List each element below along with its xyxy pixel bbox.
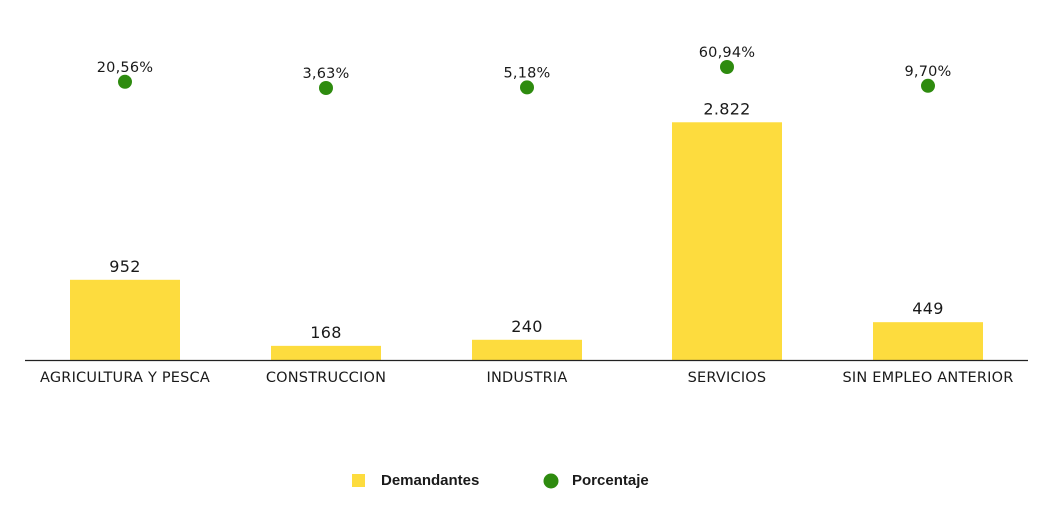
bar-series [70,122,983,360]
bar-value-label: 2.822 [703,99,750,118]
percentage-point [921,78,935,93]
x-tick-label: CONSTRUCCION [266,370,386,386]
legend-swatch-demandantes [352,474,365,487]
percentage-value-label: 9,70% [904,64,951,80]
bar [672,122,782,360]
percentage-point [520,80,534,95]
percentage-value-label: 20,56% [97,60,154,76]
legend-label-porcentaje: Porcentaje [572,472,649,489]
bar [472,339,582,360]
bar [70,279,180,360]
legend-label-demandantes: Demandantes [381,472,479,489]
bar-value-label: 449 [912,299,943,318]
bar [271,345,381,360]
percentage-point [319,81,333,95]
legend: Demandantes Porcentaje [352,472,649,489]
x-tick-label: SIN EMPLEO ANTERIOR [842,370,1013,386]
legend-swatch-porcentaje [543,473,559,489]
x-tick-label: AGRICULTURA Y PESCA [40,370,210,386]
bar-value-label: 168 [310,323,341,342]
percentage-value-label: 60,94% [699,45,756,61]
bar [873,322,983,360]
percentage-data-labels: 20,56% 3,63% 5,18% 60,94% 9,70% [97,45,952,82]
percentage-point [118,74,132,89]
x-tick-label: INDUSTRIA [486,370,567,386]
bar-value-label: 240 [511,317,542,336]
percentage-value-label: 5,18% [503,65,550,81]
bar-data-labels: 952 168 240 2.822 449 [109,99,943,342]
x-axis-tick-labels: AGRICULTURA Y PESCA CONSTRUCCION INDUSTRIA… [40,370,1013,386]
x-tick-label: SERVICIOS [688,370,767,386]
percentage-series [118,60,935,95]
bar-value-label: 952 [109,257,140,276]
percentage-value-label: 3,63% [302,66,349,82]
percentage-point [720,60,734,74]
